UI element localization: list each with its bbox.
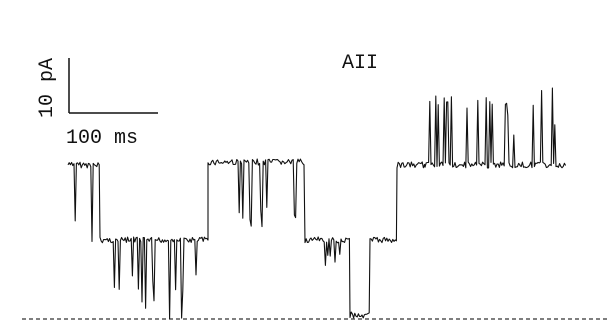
figure-title: AII — [342, 52, 378, 75]
scale-bar-time-label: 100 ms — [66, 127, 138, 150]
current-trace — [67, 87, 567, 320]
scale-bar-current-label: 10 pA — [36, 58, 59, 118]
